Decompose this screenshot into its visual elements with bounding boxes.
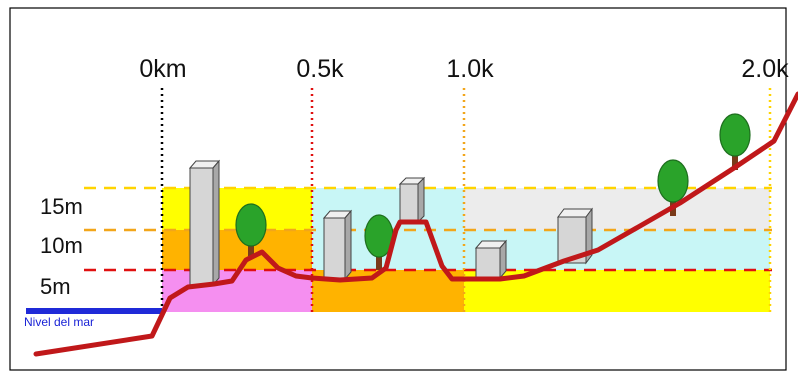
label-0-5k: 0.5k — [296, 55, 344, 83]
distance-labels: 0km 0.5k 1.0k 2.0k — [139, 55, 789, 83]
label-1-0k: 1.0k — [446, 55, 494, 83]
zone-a-mid — [162, 230, 312, 270]
distance-guides — [160, 88, 772, 312]
zone-c-high — [464, 188, 770, 230]
sea-level-label: Nivel del mar — [24, 315, 94, 329]
label-15m: 15m — [40, 194, 83, 219]
trees — [235, 113, 751, 270]
frame — [9, 7, 787, 371]
label-10m: 10m — [40, 233, 83, 258]
tree-icon — [364, 214, 394, 270]
building-icon — [322, 209, 353, 281]
tree-icon — [719, 113, 751, 170]
label-5m: 5m — [40, 274, 71, 299]
tree-icon — [235, 203, 267, 256]
label-2-0k: 2.0k — [741, 55, 789, 83]
terrain-profile-line — [33, 91, 798, 357]
building-icon — [398, 176, 426, 224]
height-labels: 15m 10m 5m — [40, 194, 83, 299]
zone-c-mid — [464, 230, 770, 270]
building-icon — [474, 239, 508, 280]
building-icon — [188, 159, 221, 287]
buildings — [188, 159, 593, 287]
label-0km: 0km — [139, 55, 186, 83]
